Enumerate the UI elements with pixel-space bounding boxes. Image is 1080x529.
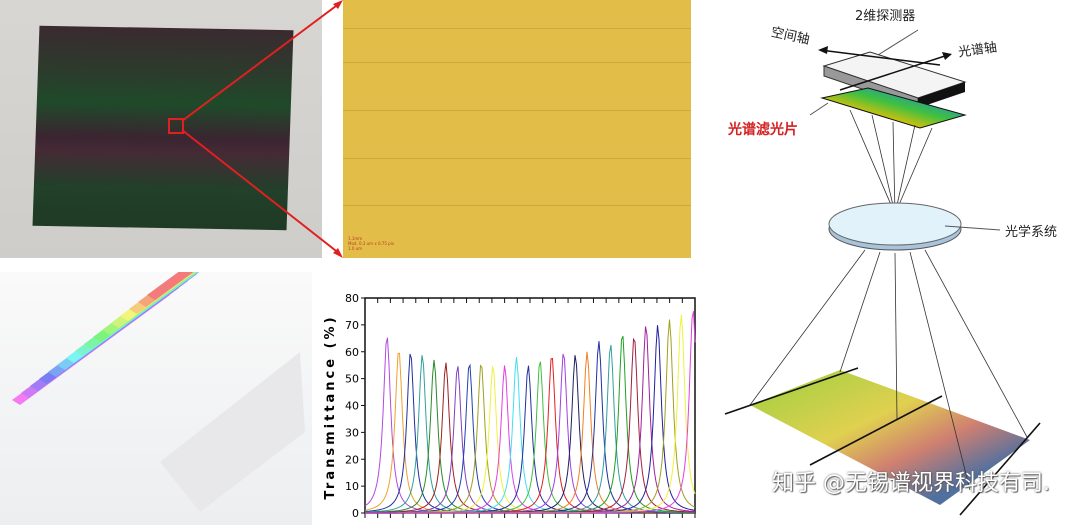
optics-lens	[828, 202, 962, 246]
spatial-axis-arrow	[819, 49, 941, 66]
detector-leader-line	[877, 29, 919, 56]
transmittance-curve	[365, 311, 696, 514]
y-tick-label: 40	[345, 400, 359, 413]
spectral-filter	[820, 87, 967, 129]
linear-variable-filter-render	[0, 185, 312, 525]
filter-side	[160, 352, 305, 512]
scale-bar-text: 1.1mm Mod. 0.3 um x 0.75 pix 1.0 um	[348, 236, 394, 251]
scale-line: 1.0 um	[348, 246, 363, 251]
microscope-image	[343, 0, 691, 258]
y-tick-label: 30	[345, 426, 359, 439]
filter-step	[147, 185, 305, 300]
y-tick-label: 60	[345, 346, 359, 359]
ground-scene-image	[750, 370, 1030, 505]
y-tick-label: 10	[345, 480, 359, 493]
hyperspectral-imaging-diagram: 2维探测器 空间轴 光谱轴 光谱滤光片 光学系统	[724, 9, 1057, 516]
y-tick-label: 80	[345, 292, 359, 305]
transmittance-chart: 0 10 20 30 40 50 60 70 80 Transmittance (%)	[323, 292, 696, 520]
y-tick-label: 0	[352, 507, 359, 520]
spectral-axis-label: 光谱轴	[957, 40, 998, 60]
watermark: 知乎 @无锡谱视界科技有司.	[772, 471, 1050, 496]
zoom-region-marker	[168, 118, 184, 134]
zoom-connector-lines	[181, 0, 343, 258]
y-axis-label: Transmittance (%)	[323, 314, 338, 499]
spatial-axis-label: 空间轴	[770, 25, 811, 48]
y-tick-label: 20	[345, 453, 359, 466]
filter-chip-photo	[0, 0, 322, 258]
scale-line: Mod. 0.3 um x 0.75 pix	[348, 241, 395, 246]
optics-label: 光学系统	[1005, 224, 1057, 240]
y-tick-label: 70	[345, 319, 359, 332]
detector-label: 2维探测器	[855, 9, 915, 24]
filter-label: 光谱滤光片	[727, 121, 798, 138]
scale-line: 1.1mm	[348, 236, 363, 241]
spectral-axis-arrow	[839, 54, 949, 91]
y-tick-label: 50	[345, 373, 359, 386]
